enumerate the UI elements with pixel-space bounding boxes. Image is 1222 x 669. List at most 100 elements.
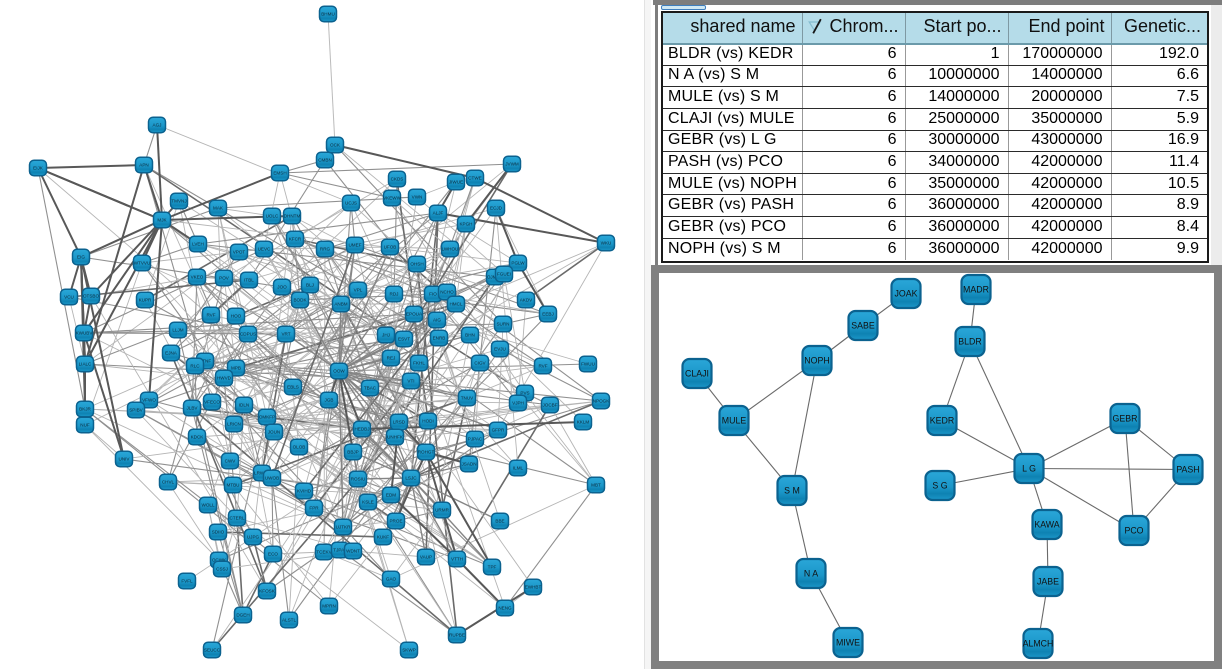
- svg-text:CWV: CWV: [225, 459, 237, 464]
- svg-text:MULE: MULE: [722, 416, 747, 426]
- svg-text:MJK: MJK: [157, 218, 167, 223]
- svg-text:ALMCH: ALMCH: [1023, 639, 1054, 649]
- svg-text:VRT: VRT: [281, 332, 290, 337]
- svg-text:UFOB: UFOB: [384, 245, 397, 250]
- svg-text:UOLC: UOLC: [266, 214, 279, 219]
- svg-text:ECO: ECO: [268, 552, 278, 557]
- svg-text:BHMU: BHMU: [321, 12, 335, 17]
- svg-text:JOAK: JOAK: [895, 289, 918, 299]
- svg-text:HODI: HODI: [422, 419, 433, 424]
- svg-text:OCWK: OCWK: [212, 558, 227, 563]
- svg-text:LRWFA: LRWFA: [254, 471, 271, 476]
- svg-text:VFWO: VFWO: [142, 398, 156, 403]
- svg-text:NUF: NUF: [80, 423, 90, 428]
- svg-text:VJPH: VJPH: [512, 401, 524, 406]
- svg-text:TBAC: TBAC: [364, 386, 377, 391]
- svg-text:UNHFK: UNHFK: [387, 435, 404, 440]
- svg-text:MPB: MPB: [231, 366, 241, 371]
- svg-text:UWOB: UWOB: [265, 476, 279, 481]
- svg-text:JABE: JABE: [1037, 577, 1059, 587]
- svg-text:REJ: REJ: [387, 356, 396, 361]
- svg-text:JOO: JOO: [277, 285, 287, 290]
- svg-text:ECJD: ECJD: [490, 206, 503, 211]
- svg-text:RUPBE: RUPBE: [449, 633, 465, 638]
- svg-text:FPR: FPR: [309, 506, 319, 511]
- svg-text:SKWP: SKWP: [402, 648, 416, 653]
- svg-text:MIWE: MIWE: [836, 638, 860, 648]
- svg-text:S M: S M: [784, 486, 800, 496]
- svg-text:UCJS: UCJS: [345, 201, 357, 206]
- svg-text:FGUEI: FGUEI: [497, 272, 511, 277]
- svg-text:DGEH: DGEH: [236, 613, 249, 618]
- svg-text:EPOUA: EPOUA: [406, 312, 423, 317]
- svg-text:TNUV: TNUV: [461, 396, 474, 401]
- svg-text:FKHL: FKHL: [413, 361, 425, 366]
- svg-text:ROHGT: ROHGT: [418, 450, 435, 455]
- svg-text:KUKF: KUKF: [377, 535, 389, 540]
- svg-text:VTI: VTI: [407, 379, 414, 384]
- svg-text:JHJ: JHJ: [382, 333, 390, 338]
- svg-text:JOCBF: JOCBF: [542, 403, 557, 408]
- svg-text:NCHO: NCHO: [440, 290, 454, 295]
- svg-text:KKLM: KKLM: [577, 420, 590, 425]
- svg-text:PCO: PCO: [1124, 526, 1143, 536]
- svg-text:CMBN: CMBN: [318, 158, 332, 163]
- svg-text:VFECO: VFECO: [204, 400, 220, 405]
- svg-text:BHN: BHN: [465, 333, 475, 338]
- svg-text:CKDS: CKDS: [391, 177, 404, 182]
- svg-text:ILML: ILML: [513, 466, 524, 471]
- svg-text:ANBM: ANBM: [334, 302, 347, 307]
- svg-text:IDLN: IDLN: [239, 403, 249, 408]
- svg-text:LSJC: LSJC: [405, 476, 417, 481]
- svg-text:POV: POV: [219, 276, 230, 281]
- svg-text:NENG: NENG: [498, 606, 512, 611]
- svg-text:KSLE: KSLE: [362, 500, 374, 505]
- svg-text:ITBL: ITBL: [244, 278, 254, 283]
- svg-text:HMCL: HMCL: [449, 302, 462, 307]
- svg-text:NPOGK: NPOGK: [593, 399, 611, 404]
- svg-text:EMSH: EMSH: [273, 171, 286, 176]
- svg-text:CDPUS: CDPUS: [240, 332, 256, 337]
- svg-text:CLAJI: CLAJI: [685, 369, 709, 379]
- svg-text:RRG: RRG: [320, 247, 331, 252]
- svg-text:KFOSK: KFOSK: [259, 589, 276, 594]
- svg-text:JLBV: JLBV: [187, 406, 199, 411]
- svg-text:N A: N A: [804, 569, 818, 579]
- svg-text:CHVL: CHVL: [162, 480, 175, 485]
- svg-text:KDCK: KDCK: [191, 435, 205, 440]
- svg-text:EDM: EDM: [386, 493, 396, 498]
- svg-text:BLDR: BLDR: [958, 337, 981, 347]
- svg-text:SEUCC: SEUCC: [204, 648, 221, 653]
- svg-text:KEDR: KEDR: [930, 416, 954, 426]
- svg-text:ALJF: ALJF: [433, 211, 444, 216]
- svg-text:KAWA: KAWA: [1034, 520, 1059, 530]
- svg-text:AKDV: AKDV: [520, 298, 533, 303]
- svg-text:LRSD: LRSD: [393, 420, 406, 425]
- svg-text:VAUP: VAUP: [420, 555, 432, 560]
- svg-text:UNIV: UNIV: [119, 457, 131, 462]
- svg-text:SURN: SURN: [496, 322, 509, 327]
- svg-text:GFPR: GFPR: [492, 428, 505, 433]
- svg-text:OLOB: OLOB: [293, 445, 306, 450]
- svg-text:WOLL: WOLL: [201, 503, 214, 508]
- svg-text:FWUU: FWUU: [581, 362, 595, 367]
- svg-text:KWUBV: KWUBV: [76, 331, 94, 336]
- svg-text:BBE: BBE: [495, 519, 504, 524]
- svg-text:FIO: FIO: [429, 292, 437, 297]
- svg-text:OOW: OOW: [333, 369, 345, 374]
- svg-text:EJNA: EJNA: [165, 351, 178, 356]
- svg-text:PROE: PROE: [389, 519, 402, 524]
- svg-text:CIGV: CIGV: [474, 361, 486, 366]
- svg-text:PASH: PASH: [1176, 465, 1199, 475]
- svg-text:HEDBJ: HEDBJ: [354, 427, 369, 432]
- svg-text:RLC: RLC: [190, 364, 200, 369]
- svg-text:CSSJ: CSSJ: [216, 567, 228, 572]
- svg-text:EBLS: EBLS: [287, 385, 299, 390]
- svg-text:JSADN: JSADN: [461, 462, 476, 467]
- svg-text:MBT: MBT: [591, 483, 601, 488]
- svg-text:EVJU: EVJU: [494, 347, 506, 352]
- svg-text:ENRB: ENRB: [433, 336, 446, 341]
- svg-text:WDNT: WDNT: [346, 549, 360, 554]
- svg-text:PVS: PVS: [520, 391, 529, 396]
- svg-text:LLJM: LLJM: [172, 328, 183, 333]
